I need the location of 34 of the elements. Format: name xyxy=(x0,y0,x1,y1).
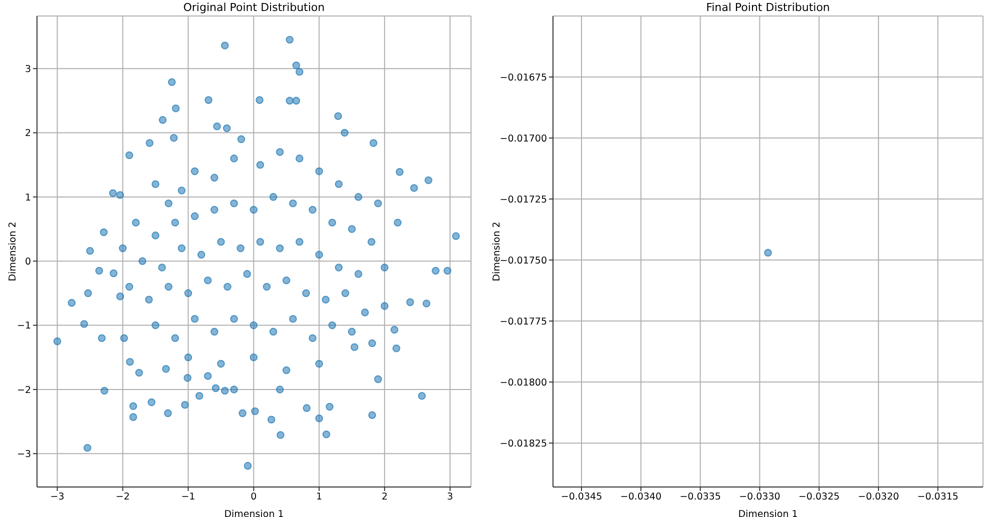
y-tick-label: −0.01800 xyxy=(500,377,547,388)
y-tick-label: −2 xyxy=(16,384,31,396)
y-tick-label: −0.01725 xyxy=(500,194,547,206)
y-tick-label: −0.01775 xyxy=(500,316,547,328)
y-tick-label: 0 xyxy=(24,256,31,268)
x-tick-label: −0.0315 xyxy=(917,492,958,503)
x-tick-label: −0.0330 xyxy=(739,492,780,503)
y-tick-label: −0.01825 xyxy=(500,438,547,450)
chart-title: Final Point Distribution xyxy=(705,0,831,15)
x-tick-label: −0.0345 xyxy=(560,492,602,503)
x-tick-label: −3 xyxy=(50,492,64,503)
x-tick-label: −0.0320 xyxy=(858,492,900,503)
x-tick-label: −2 xyxy=(116,492,130,503)
x-tick-label: 3 xyxy=(447,492,454,503)
y-axis-title: Dimension 2 xyxy=(7,222,18,282)
y-tick-label: −1 xyxy=(16,320,31,332)
x-tick-label: 0 xyxy=(250,492,257,503)
x-tick-label: 1 xyxy=(316,492,322,503)
chart-title: Original Point Distribution xyxy=(182,0,326,15)
x-tick-label: −1 xyxy=(181,492,196,503)
x-axis-title: Dimension 1 xyxy=(224,509,284,517)
x-tick-label: −0.0335 xyxy=(680,492,721,503)
y-tick-label: 3 xyxy=(24,64,31,75)
y-tick-label: 1 xyxy=(24,192,31,204)
y-tick-label: −0.01675 xyxy=(500,72,547,84)
x-tick-label: −0.0340 xyxy=(620,492,662,503)
x-axis-title: Dimension 1 xyxy=(738,509,798,517)
x-tick-label: −0.0325 xyxy=(798,492,840,503)
y-tick-label: 2 xyxy=(24,128,31,140)
y-tick-label: −0.01700 xyxy=(500,133,547,144)
x-tick-label: 2 xyxy=(382,492,388,503)
y-tick-label: −3 xyxy=(16,449,31,460)
y-tick-label: −0.01750 xyxy=(500,255,547,266)
y-axis-title: Dimension 2 xyxy=(491,222,502,282)
